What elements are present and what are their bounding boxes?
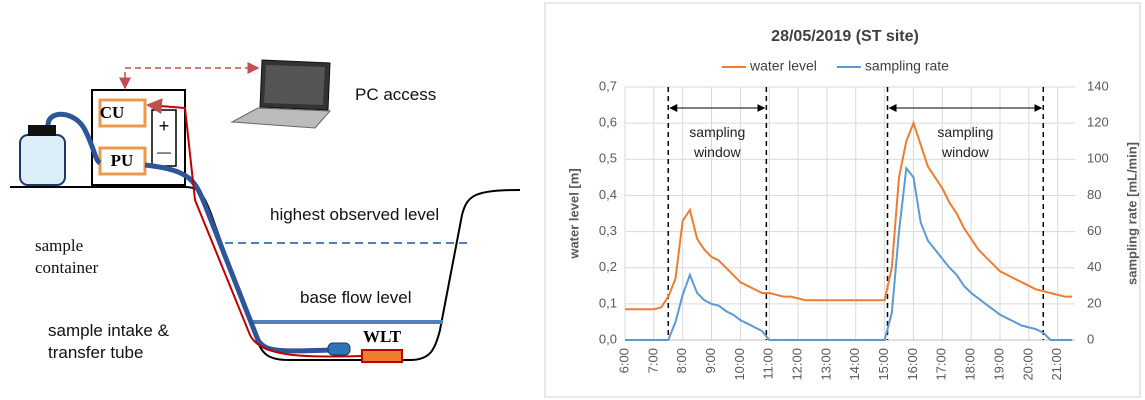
x-tick-label: 9:00: [703, 348, 718, 373]
x-tick-label: 18:00: [963, 348, 978, 381]
wlt-label: WLT: [363, 327, 402, 346]
y-tick-label: 0,2: [599, 259, 617, 274]
x-tick-label: 14:00: [847, 348, 862, 381]
diagram: CU PU + — WLT: [10, 60, 520, 362]
container-label: sample container: [35, 235, 130, 279]
intake-head: [328, 343, 350, 355]
y2-tick-label: 60: [1087, 223, 1101, 238]
y2-tick-label: 20: [1087, 295, 1101, 310]
chart-frame: [545, 3, 1140, 397]
y-tick-label: 0,3: [599, 223, 617, 238]
x-tick-label: 6:00: [616, 348, 631, 373]
chart-title: 28/05/2019 (ST site): [771, 28, 919, 45]
y2-tick-label: 0: [1087, 331, 1094, 346]
sample-container-icon: [20, 125, 65, 185]
laptop: [232, 60, 330, 128]
y2-axis-title: sampling rate [mL/min]: [1124, 142, 1139, 285]
y-tick-label: 0,6: [599, 115, 617, 130]
legend-label: water level: [749, 58, 817, 74]
y2-tick-label: 120: [1087, 115, 1109, 130]
pc-link: [125, 68, 258, 88]
y2-tick-label: 40: [1087, 259, 1101, 274]
intake-label: sample intake & transfer tube: [48, 320, 218, 364]
y-axis-title: water level [m]: [566, 168, 581, 259]
y-tick-label: 0,1: [599, 295, 617, 310]
series-line: [625, 168, 1072, 340]
y2-tick-label: 140: [1087, 78, 1109, 93]
highest-level-label: highest observed level: [270, 204, 439, 226]
x-tick-label: 20:00: [1020, 348, 1035, 381]
plus-label: +: [159, 116, 170, 136]
y2-tick-label: 100: [1087, 151, 1109, 166]
cu-label: CU: [100, 103, 125, 122]
y2-tick-label: 80: [1087, 187, 1101, 202]
page: CU PU + — WLT 28/05/2019 (ST site) 0,0 0,1…: [0, 0, 1145, 400]
x-tick-label: 19:00: [991, 348, 1006, 381]
window-label: sampling window: [672, 122, 762, 162]
y-tick-label: 0,7: [599, 78, 617, 93]
x-tick-label: 13:00: [818, 348, 833, 381]
pu-label: PU: [111, 151, 134, 170]
x-tick-label: 7:00: [645, 348, 660, 373]
pc-label: PC access: [355, 84, 436, 106]
y-tick-label: 0,4: [599, 187, 617, 202]
x-tick-label: 16:00: [905, 348, 920, 381]
window-label: sampling window: [920, 122, 1010, 162]
x-tick-label: 8:00: [674, 348, 689, 373]
x-tick-label: 10:00: [732, 348, 747, 381]
wlt-box: [362, 350, 402, 362]
x-tick-label: 21:00: [1049, 348, 1064, 381]
x-tick-label: 12:00: [790, 348, 805, 381]
minus-label: —: [157, 144, 171, 160]
base-level-label: base flow level: [300, 287, 412, 309]
x-tick-label: 11:00: [761, 348, 776, 380]
x-tick-label: 15:00: [876, 348, 891, 381]
x-tick-label: 17:00: [934, 348, 949, 381]
y-tick-label: 0,5: [599, 151, 617, 166]
y-tick-label: 0,0: [599, 331, 617, 346]
legend-label: sampling rate: [865, 58, 949, 74]
